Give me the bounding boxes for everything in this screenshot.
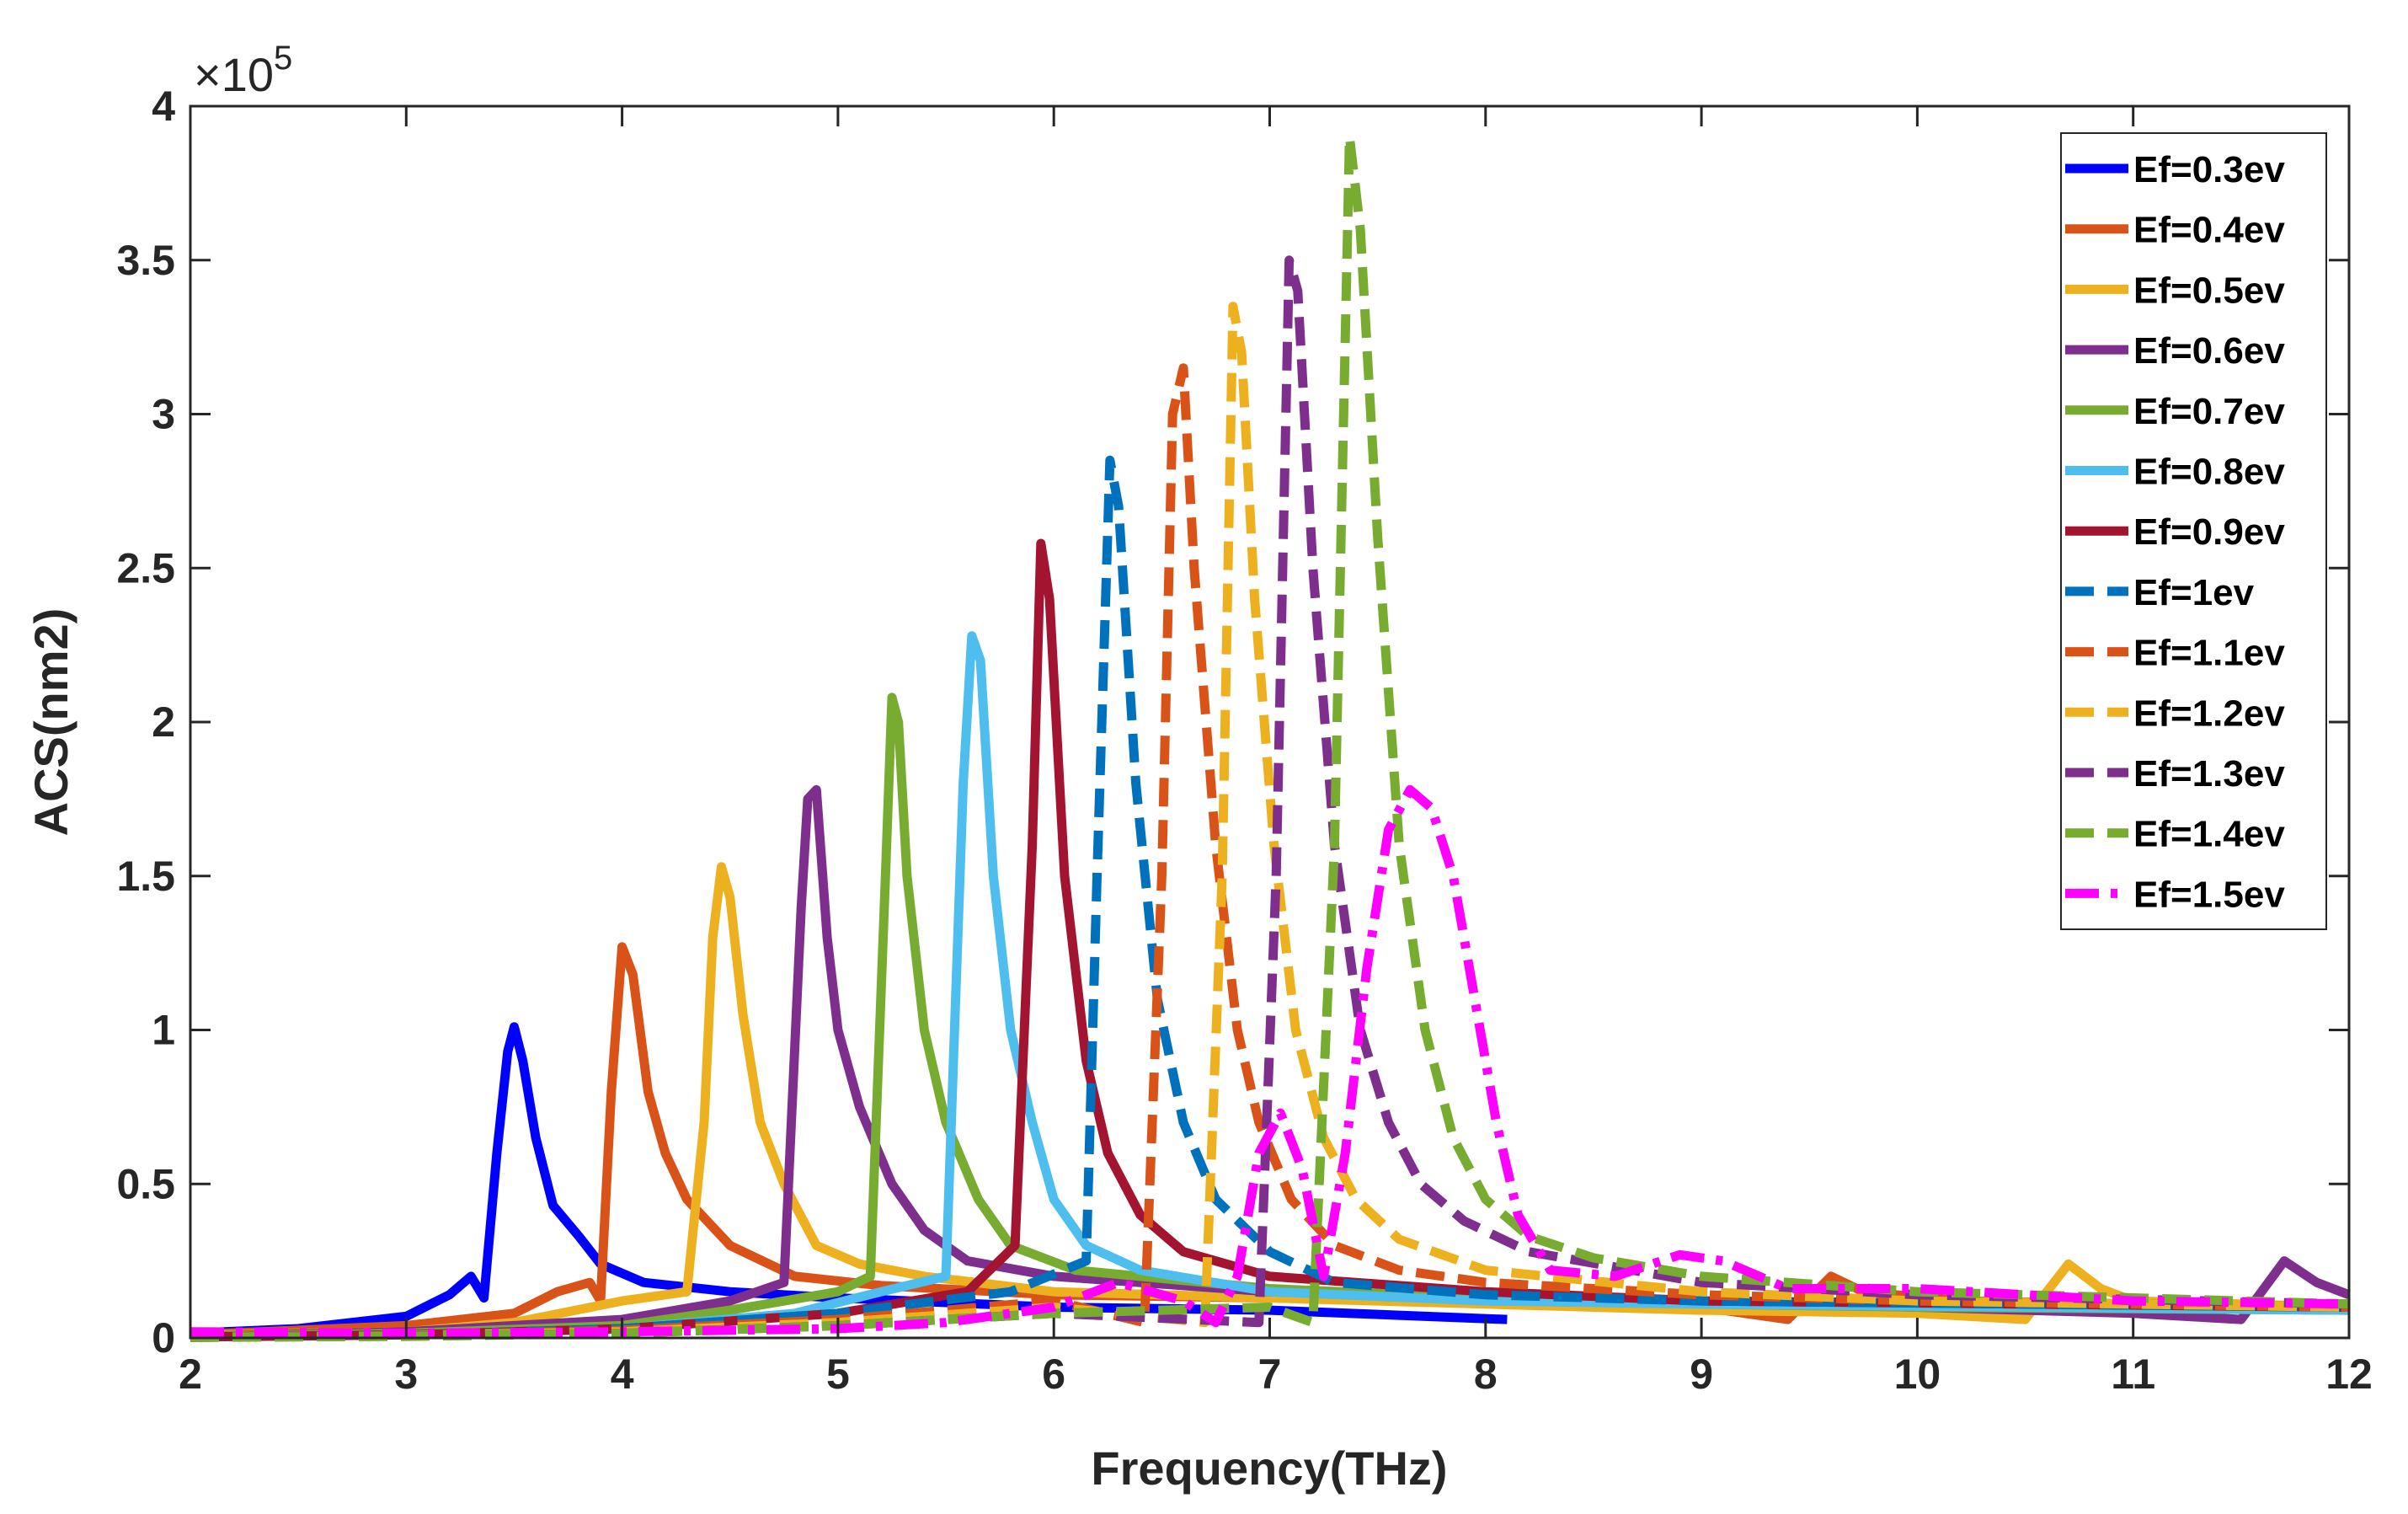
series-line-ef-0-6ev [190,784,2351,1341]
x-tick-label: 9 [1690,1351,1713,1398]
x-tick-label: 11 [2111,1351,2155,1398]
legend-label: Ef=1ev [2133,572,2255,613]
y-tick-label: 0 [152,1314,175,1362]
series-line-ef-1-5ev [190,784,2350,1338]
legend-label: Ef=1.3ev [2133,753,2285,794]
y-exponent-base: ×10 [194,48,274,101]
legend-items: Ef=0.3ev Ef=0.4ev Ef=0.5ev Ef=0.6ev Ef=0.7ev… [2065,149,2285,915]
y-tick-label: 2.5 [116,544,175,591]
x-tick-label: 8 [1474,1351,1498,1398]
x-tick-label: 5 [826,1351,850,1398]
series-line-ef-1ev [190,455,2350,1342]
y-exponent-label: ×105 [194,40,292,101]
x-tick-label: 12 [2325,1351,2373,1398]
series-line-ef-0-5ev [190,862,2350,1340]
legend-label: Ef=0.5ev [2133,270,2285,311]
y-exponent-power: 5 [274,40,292,77]
y-axis-title: ACS(nm2) [24,608,77,837]
legend-label: Ef=0.7ev [2133,391,2285,432]
legend-label: Ef=1.5ev [2133,874,2285,915]
x-axis-title: Frequency(THz) [1091,1442,1447,1495]
x-tick-label: 4 [611,1351,634,1398]
x-tick-label: 10 [1894,1351,1941,1398]
y-tick-label: 4 [152,83,175,130]
x-tick-label: 6 [1042,1351,1065,1398]
y-ticks: 0 0.5 1 1.5 2 2.5 3 3.5 4 [116,83,2349,1362]
y-tick-label: 3 [152,391,175,438]
legend-label: Ef=0.3ev [2133,149,2285,190]
legend-label: Ef=0.9ev [2133,511,2285,553]
legend-label: Ef=0.6ev [2133,330,2285,372]
x-tick-label: 3 [394,1351,418,1398]
legend-box [2060,132,2327,930]
legend-label: Ef=1.4ev [2133,814,2285,855]
legend-label: Ef=1.1ev [2133,633,2285,674]
y-tick-label: 1.5 [116,853,175,900]
y-tick-label: 1 [152,1007,175,1054]
legend-label: Ef=0.8ev [2133,452,2285,493]
x-tick-label: 2 [179,1351,202,1398]
y-tick-label: 2 [152,698,175,746]
series-line-ef-0-4ev [190,942,2350,1340]
y-tick-label: 3.5 [116,237,175,284]
x-tick-label: 7 [1258,1351,1282,1398]
legend: Ef=0.3ev Ef=0.4ev Ef=0.5ev Ef=0.6ev Ef=0.7ev… [2060,132,2327,930]
y-tick-label: 0.5 [116,1160,175,1207]
legend-label: Ef=1.2ev [2133,693,2285,734]
legend-label: Ef=0.4ev [2133,210,2285,251]
series-line-ef-1-4ev [190,132,2350,1342]
x-ticks: 2 3 4 5 6 7 8 9 10 11 12 [179,106,2373,1398]
